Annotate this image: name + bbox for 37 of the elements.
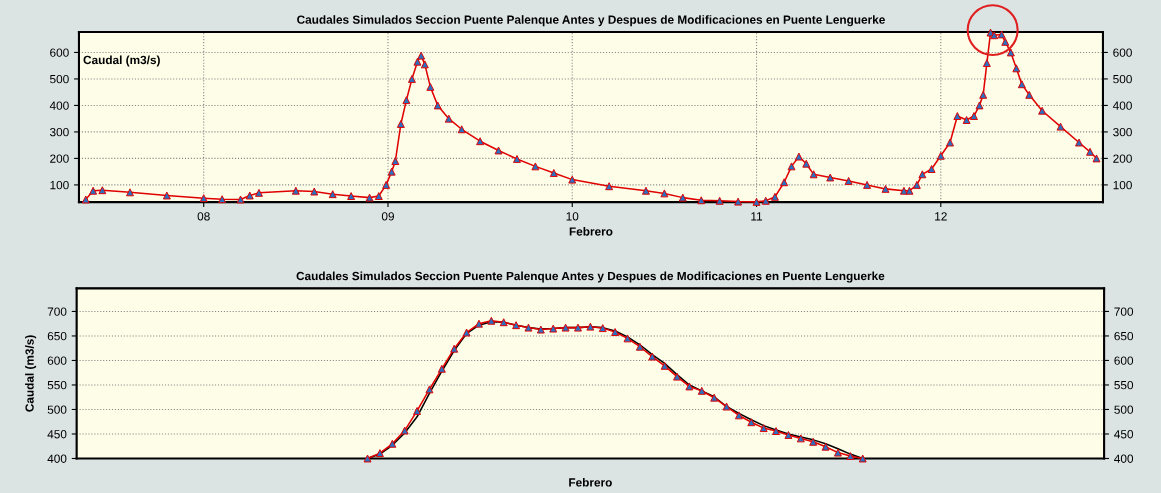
y-tick-label: 400: [47, 454, 67, 463]
y2-tick-label: 550: [1114, 381, 1134, 390]
y-tick-label: 400: [49, 101, 69, 110]
chart-title: Caudales Simulados Seccion Puente Palenque Antes y Despues de Modificaciones en Puente Lenguerke: [296, 271, 885, 283]
y-axis-title: Caudal (m3/s): [25, 335, 37, 412]
x-tick-label: 08: [197, 212, 210, 221]
y-tick-label: 650: [47, 331, 67, 341]
y-tick-label: 600: [50, 48, 69, 57]
y2-tick-label: 700: [1114, 307, 1134, 316]
y-tick-label: 500: [50, 74, 69, 84]
y2-tick-label: 500: [1114, 405, 1134, 414]
y-tick-label: 600: [47, 356, 67, 365]
y-tick-label: 550: [47, 381, 67, 390]
y2-tick-label: 100: [1113, 180, 1132, 190]
x-tick-label: 12: [935, 212, 947, 221]
y2-tick-label: 300: [1113, 127, 1132, 137]
y2-tick-label: 600: [1114, 356, 1134, 365]
y2-tick-label: 450: [1114, 430, 1134, 439]
x-tick-label: 10: [566, 212, 579, 221]
x-axis-title: Febrero: [569, 227, 613, 236]
y-tick-label: 300: [49, 127, 69, 137]
y2-tick-label: 500: [1113, 74, 1132, 84]
y2-tick-label: 600: [1113, 48, 1132, 57]
y2-tick-label: 400: [1114, 454, 1134, 463]
y2-tick-label: 200: [1113, 154, 1132, 163]
y-tick-label: 700: [47, 307, 67, 316]
x-tick-label: 11: [751, 212, 763, 221]
y2-tick-label: 400: [1112, 101, 1132, 110]
y-axis-title: Caudal (m3/s): [83, 55, 160, 67]
x-axis-title: Febrero: [569, 477, 612, 487]
y-tick-label: 500: [47, 405, 67, 414]
y-tick-label: 200: [50, 154, 69, 163]
y-tick-label: 450: [47, 430, 67, 439]
chart-title: Caudales Simulados Seccion Puente Palenque Antes y Despues de Modificaciones en Puente Lenguerke: [297, 15, 885, 27]
y2-tick-label: 650: [1114, 331, 1134, 341]
x-tick-label: 09: [381, 212, 394, 221]
y-tick-label: 100: [50, 180, 69, 190]
